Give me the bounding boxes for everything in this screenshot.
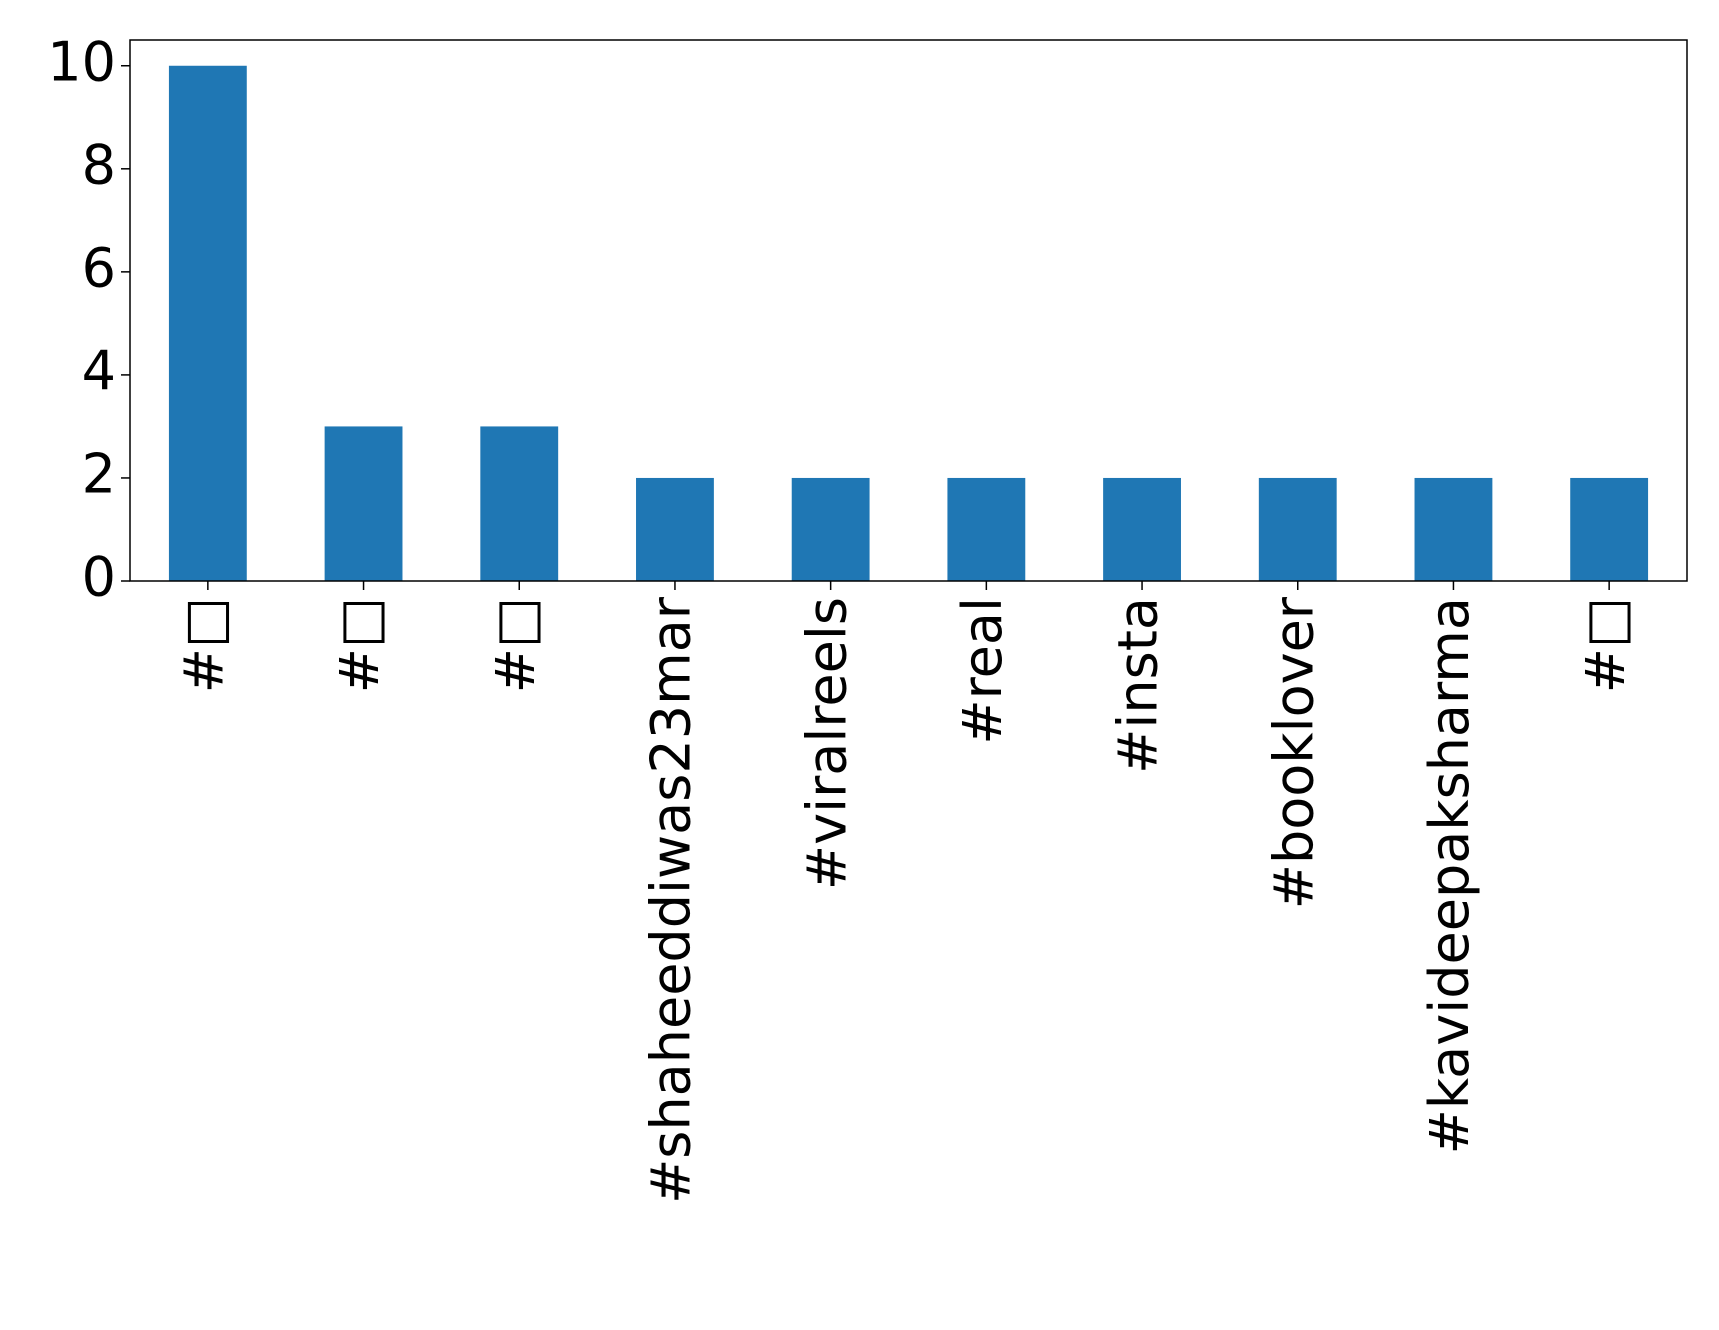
x-tick-label: #□ [328, 597, 391, 693]
bar [1570, 477, 1649, 581]
bar [947, 477, 1026, 581]
plot-frame [129, 39, 1688, 582]
y-tick-label: 4 [82, 340, 116, 403]
y-tick-label: 6 [82, 236, 116, 299]
x-tick-label: #real [951, 597, 1014, 745]
bar [480, 426, 559, 581]
x-tick-label: #□ [1574, 597, 1637, 693]
y-tick-label: 8 [82, 133, 116, 196]
x-tick-label: #□ [172, 597, 235, 693]
bar [636, 477, 714, 581]
bar [168, 65, 247, 581]
y-tick-label: 0 [82, 546, 116, 609]
y-tick-label: 10 [47, 30, 116, 93]
x-tick-label: #viralreels [795, 597, 858, 890]
x-tick-label: #kavideepaksharma [1418, 597, 1481, 1154]
y-tick-label: 2 [82, 443, 116, 506]
x-tick-label: #booklover [1262, 596, 1325, 909]
bar [1414, 477, 1493, 581]
x-tick-label: #□ [484, 597, 547, 693]
bar [324, 426, 403, 581]
x-tick-label: #shaheeddiwas23mar [640, 596, 703, 1204]
x-tick-label: #insta [1107, 597, 1170, 774]
bar [1103, 477, 1181, 581]
bar [791, 477, 870, 581]
bar [1258, 477, 1337, 581]
